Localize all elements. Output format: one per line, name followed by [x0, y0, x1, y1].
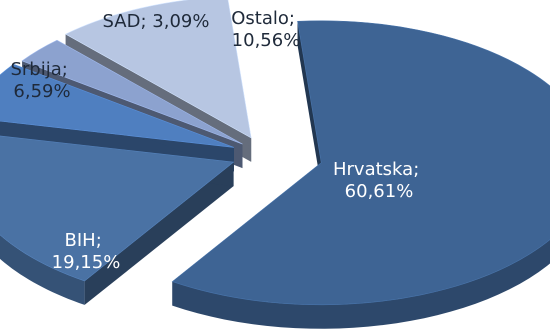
slice-hrvatska-rim — [172, 239, 550, 329]
label-ostalo-value: 10,56% — [232, 30, 301, 51]
label-srbija: Srbija; 6,59% — [10, 59, 73, 102]
slice-ostalo-top — [64, 0, 252, 139]
label-bih-value: 19,15% — [52, 252, 121, 273]
label-ostalo-name: Ostalo; — [231, 8, 295, 29]
label-hrvatska: Hrvatska; 60,61% — [333, 159, 425, 202]
label-sad: SAD; 3,09% — [103, 11, 210, 32]
slice-hrvatska-top — [171, 20, 550, 306]
label-bih: BIH; 19,15% — [52, 230, 121, 273]
slice-bih-rim — [0, 234, 85, 305]
slice-hrvatska-side-start — [297, 21, 322, 187]
label-ostalo: Ostalo; 10,56% — [231, 8, 300, 51]
label-srbija-name: Srbija; — [10, 59, 67, 80]
slice-sad-top — [21, 39, 243, 145]
slice-srbija-top — [0, 63, 235, 148]
label-bih-name: BIH; — [65, 230, 102, 251]
label-srbija-value: 6,59% — [13, 81, 70, 102]
slice-bih-side-start — [84, 162, 234, 305]
label-sad-name: SAD; 3,09% — [103, 11, 210, 32]
label-hrvatska-name: Hrvatska; — [333, 159, 419, 180]
slice-bih-top — [0, 135, 235, 282]
slice-bih — [0, 135, 235, 305]
slice-hrvatska — [171, 20, 550, 329]
label-hrvatska-value: 60,61% — [345, 181, 414, 202]
